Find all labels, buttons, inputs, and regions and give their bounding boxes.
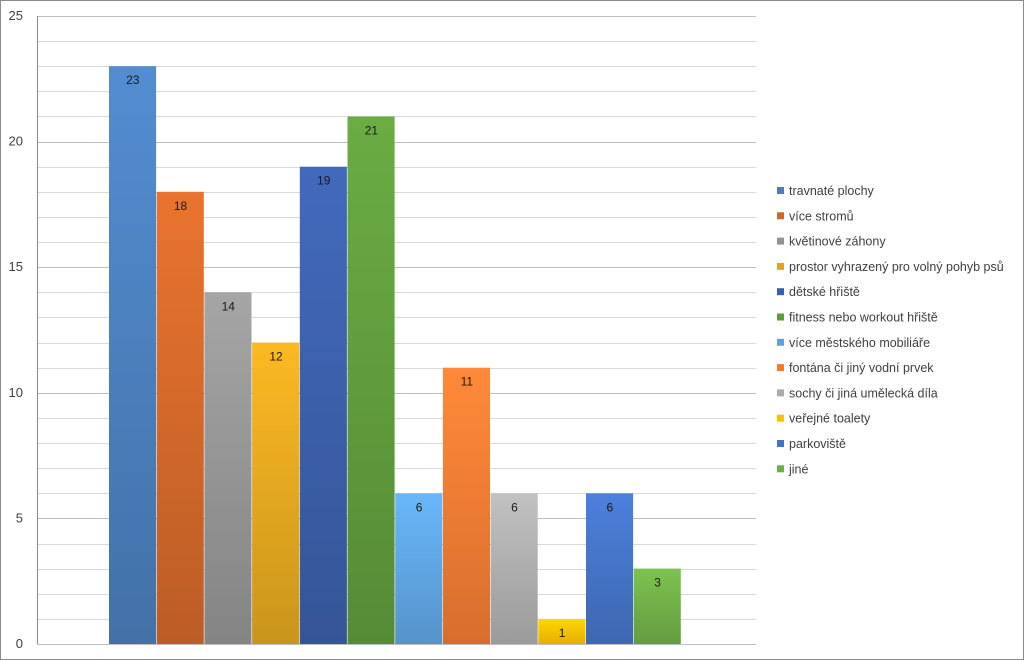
bar[interactable]	[395, 493, 443, 644]
legend-swatch	[777, 440, 784, 447]
legend-swatch	[777, 465, 784, 473]
bar[interactable]	[347, 116, 395, 645]
data-label: 6	[511, 500, 518, 514]
legend-swatch	[777, 414, 784, 422]
legend-label: dětské hřiště	[789, 285, 860, 299]
legend-label: více městského mobiliáře	[789, 336, 930, 350]
data-label: 18	[174, 199, 188, 213]
data-label: 11	[461, 375, 474, 389]
bar[interactable]	[204, 292, 252, 644]
legend-label: jiné	[788, 462, 809, 476]
legend-swatch	[777, 212, 784, 220]
legend-item[interactable]: fontána či jiný vodní prvek	[777, 361, 934, 375]
y-tick-label: 15	[9, 259, 23, 274]
bar[interactable]	[252, 342, 300, 644]
data-label: 6	[607, 500, 614, 514]
y-tick-label: 10	[9, 385, 23, 400]
legend-item[interactable]: jiné	[777, 462, 809, 476]
bar[interactable]	[490, 493, 538, 644]
data-label: 21	[365, 124, 379, 138]
bar[interactable]	[586, 493, 634, 644]
bars	[109, 66, 681, 645]
data-label: 1	[559, 626, 566, 640]
legend-swatch	[777, 338, 784, 346]
legend-label: prostor vyhrazený pro volný pohyb psů	[789, 260, 1004, 274]
data-label: 12	[269, 350, 283, 364]
legend-swatch	[777, 389, 784, 397]
legend-label: travnaté plochy	[789, 184, 875, 198]
bar[interactable]	[156, 191, 204, 645]
y-tick-label: 25	[9, 8, 23, 23]
legend-label: veřejné toalety	[789, 412, 871, 426]
bar[interactable]	[109, 66, 157, 644]
legend-item[interactable]: dětské hřiště	[777, 285, 860, 299]
legend-item[interactable]: sochy či jiná umělecká díla	[777, 386, 938, 400]
y-axis: 0 5 10 15 20 25	[9, 8, 38, 651]
legend-swatch	[777, 262, 784, 270]
data-label: 19	[317, 174, 331, 188]
legend-item[interactable]: parkoviště	[777, 437, 846, 451]
legend-item[interactable]: květinové záhony	[777, 235, 886, 249]
legend-item[interactable]: prostor vyhrazený pro volný pohyb psů	[777, 260, 1004, 274]
legend-swatch	[777, 313, 784, 321]
y-tick-label: 20	[9, 134, 23, 149]
legend-swatch	[777, 364, 784, 372]
legend-label: květinové záhony	[789, 235, 886, 249]
legend-label: parkoviště	[789, 437, 846, 451]
legend-swatch	[777, 288, 784, 296]
bar[interactable]	[442, 367, 490, 644]
legend-label: více stromů	[789, 209, 854, 223]
data-label: 6	[416, 500, 423, 514]
legend-item[interactable]: fitness nebo workout hřiště	[777, 311, 938, 325]
data-label: 3	[654, 576, 661, 590]
data-labels: 23 18 14 12 19 21 6 11 6 1 6 3	[126, 73, 661, 640]
legend-item[interactable]: více městského mobiliáře	[777, 336, 930, 350]
legend-item[interactable]: více stromů	[777, 209, 854, 223]
y-tick-label: 0	[16, 636, 23, 651]
legend-label: fitness nebo workout hřiště	[789, 311, 938, 325]
legend: travnaté plochy více stromů květinové záho…	[777, 184, 1004, 476]
data-label: 23	[126, 73, 140, 87]
bar[interactable]	[299, 166, 347, 644]
bar[interactable]	[633, 568, 681, 644]
legend-label: sochy či jiná umělecká díla	[789, 386, 938, 400]
bar[interactable]	[538, 618, 586, 644]
y-tick-label: 5	[16, 510, 23, 525]
legend-item[interactable]: travnaté plochy	[777, 184, 875, 198]
data-label: 14	[222, 299, 236, 313]
legend-swatch	[777, 187, 784, 194]
legend-swatch	[777, 237, 784, 245]
legend-item[interactable]: veřejné toalety	[777, 412, 871, 426]
legend-label: fontána či jiný vodní prvek	[789, 361, 934, 375]
